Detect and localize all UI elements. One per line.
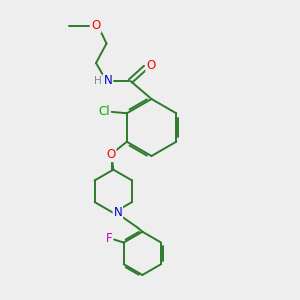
Text: O: O xyxy=(106,148,116,161)
Text: N: N xyxy=(103,74,112,88)
Text: O: O xyxy=(92,19,100,32)
Text: H: H xyxy=(94,76,102,86)
Text: F: F xyxy=(105,232,112,245)
Text: Cl: Cl xyxy=(98,105,110,118)
Text: O: O xyxy=(146,58,155,72)
Text: N: N xyxy=(113,206,122,219)
